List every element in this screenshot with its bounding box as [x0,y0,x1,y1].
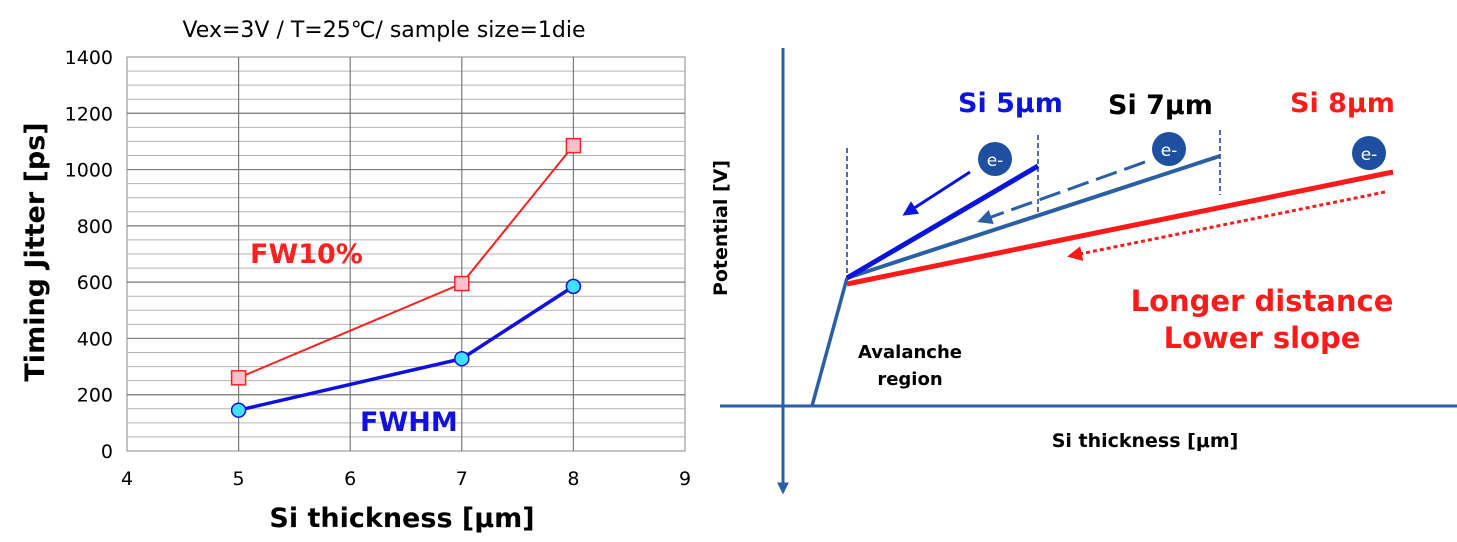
x-tick-label: 5 [233,468,245,490]
diagram-x-label: Si thickness [μm] [1052,430,1239,452]
electron-si8: e- [1352,136,1386,170]
series-layer [230,137,582,418]
y-tick-label: 800 [77,216,113,238]
series-label-fwhm: FWHM [360,407,458,438]
x-tick-label: 9 [679,468,691,490]
potential-line-si5 [845,163,1040,281]
potential-line-si7 [846,154,1221,280]
y-tick-label: 200 [77,385,113,407]
conclusion-line2: Lower slope [1164,321,1361,355]
data-point-fw10 [454,275,470,292]
y-tick-label: 1400 [65,47,113,69]
electron-si5: e- [978,142,1012,176]
y-tick-labels: 0 200 400 600 800 1000 1200 1400 [65,47,113,463]
avalanche-slope [810,277,849,407]
x-axis-label: Si thickness [μm] [269,503,534,534]
x-tick-label: 4 [121,468,133,490]
electron-si7: e- [1152,132,1186,166]
data-point-fwhm [230,402,247,418]
x-tick-label: 6 [344,468,356,490]
x-tick-label: 8 [567,468,579,490]
y-tick-label: 400 [77,328,113,350]
svg-text:e-: e- [987,151,1004,171]
x-tick-label: 7 [456,468,468,490]
svg-text:e-: e- [1161,141,1178,161]
label-si7: Si 7μm [1108,90,1213,121]
conclusion-line1: Longer distance [1131,284,1394,318]
chart-title: Vex=3V / T=25℃/ sample size=1die [182,18,585,43]
data-point-fwhm [454,350,470,367]
y-tick-label: 1000 [65,160,113,182]
diagram-y-label: Potential [V] [710,160,732,296]
y-tick-label: 1200 [65,103,113,125]
x-tick-labels: 4 5 6 7 8 9 [121,468,691,490]
y-tick-label: 0 [101,441,113,463]
drift-arrow-si8 [1067,190,1386,261]
label-si5: Si 5μm [958,88,1063,119]
label-si8: Si 8μm [1290,88,1395,119]
y-axis-label: Timing Jitter [ps] [20,122,51,381]
data-point-fw10 [230,370,247,386]
potential-diagram: e- e- e- Si 5μm Si 7μm Si 8μm Avalanche … [710,48,1457,495]
drift-arrow-si5 [902,170,971,216]
series-label-fw10: FW10% [250,239,363,270]
avalanche-label-line1: Avalanche [858,342,962,363]
avalanche-label-line2: region [877,369,942,390]
data-point-fwhm [565,278,582,295]
major-gridlines [127,57,685,451]
jitter-chart: Vex=3V / T=25℃/ sample size=1die 0 200 400… [20,18,691,534]
minor-gridlines [127,70,685,438]
potential-line-si8 [846,169,1394,287]
svg-text:e-: e- [1361,145,1378,165]
y-tick-label: 600 [77,272,113,294]
data-point-fw10 [565,137,582,154]
